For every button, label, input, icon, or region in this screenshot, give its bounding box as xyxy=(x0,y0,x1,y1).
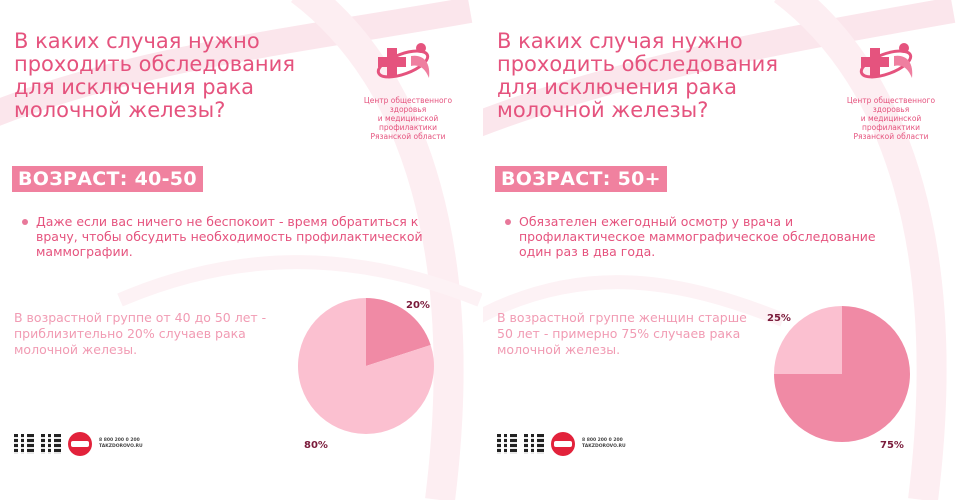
footer-contacts: 8 800 200 0 200 TAKZDOROVO.RU xyxy=(99,438,143,450)
logo-text: Центр общественного здоровья и медицинск… xyxy=(352,96,464,141)
bullet-text: Даже если вас ничего не беспокоит - врем… xyxy=(36,214,423,259)
qr-code-icon xyxy=(497,434,517,454)
medical-cross-figure-icon xyxy=(859,43,913,79)
footer: 8 800 200 0 200 TAKZDOROVO.RU xyxy=(14,431,143,457)
footer-phone: 8 800 200 0 200 xyxy=(99,438,140,443)
logo-line: Рязанской области xyxy=(853,132,929,141)
pie-chart xyxy=(298,298,434,434)
logo: Центр общественного здоровья и медицинск… xyxy=(835,38,947,141)
qr-code-icon xyxy=(14,434,34,454)
logo-line: и медицинской профилактики xyxy=(860,114,922,132)
logo: Центр общественного здоровья и медицинск… xyxy=(352,38,464,141)
take-care-stamp-icon xyxy=(551,432,575,456)
statistic-text: В возрастной группе женщин старше 50 лет… xyxy=(497,310,747,357)
slide-age-50-plus: В каких случая нужно проходить обследова… xyxy=(483,0,965,500)
statistic-text: В возрастной группе от 40 до 50 лет - пр… xyxy=(14,310,267,357)
pie-label-large: 80% xyxy=(304,440,328,451)
age-badge: ВОЗРАСТ: 50+ xyxy=(495,166,667,192)
footer-contacts: 8 800 200 0 200 TAKZDOROVO.RU xyxy=(582,438,626,450)
page-title: В каких случая нужно проходить обследова… xyxy=(14,29,295,122)
slide-age-40-50: В каких случая нужно проходить обследова… xyxy=(0,0,482,500)
footer-site: TAKZDOROVO.RU xyxy=(582,444,626,449)
pie-slice xyxy=(298,298,434,434)
bullet-dot-icon xyxy=(505,219,511,225)
bullet-dot-icon xyxy=(22,219,28,225)
page-title: В каких случая нужно проходить обследова… xyxy=(497,29,778,122)
medical-cross-figure-icon xyxy=(376,43,430,79)
pie-slice xyxy=(366,298,431,366)
bullet-item: Обязателен ежегодный осмотр у врача и пр… xyxy=(505,214,909,259)
footer-site: TAKZDOROVO.RU xyxy=(99,444,143,449)
bullet-item: Даже если вас ничего не беспокоит - врем… xyxy=(22,214,426,259)
qr-code-icon xyxy=(524,434,544,454)
logo-text: Центр общественного здоровья и медицинск… xyxy=(835,96,947,141)
logo-line: Центр общественного здоровья xyxy=(846,96,936,114)
pie-slice xyxy=(774,306,842,374)
bullet-text: Обязателен ежегодный осмотр у врача и пр… xyxy=(519,214,876,259)
pie-chart xyxy=(774,306,910,442)
qr-code-icon xyxy=(41,434,61,454)
age-badge: ВОЗРАСТ: 40-50 xyxy=(12,166,203,192)
pie-label-large: 75% xyxy=(880,440,904,451)
pie-label-small: 25% xyxy=(767,313,791,324)
footer-phone: 8 800 200 0 200 xyxy=(582,438,623,443)
logo-line: Рязанской области xyxy=(370,132,446,141)
logo-line: и медицинской профилактики xyxy=(377,114,439,132)
pie-label-small: 20% xyxy=(406,300,430,311)
logo-line: Центр общественного здоровья xyxy=(363,96,453,114)
footer: 8 800 200 0 200 TAKZDOROVO.RU xyxy=(497,431,626,457)
take-care-stamp-icon xyxy=(68,432,92,456)
